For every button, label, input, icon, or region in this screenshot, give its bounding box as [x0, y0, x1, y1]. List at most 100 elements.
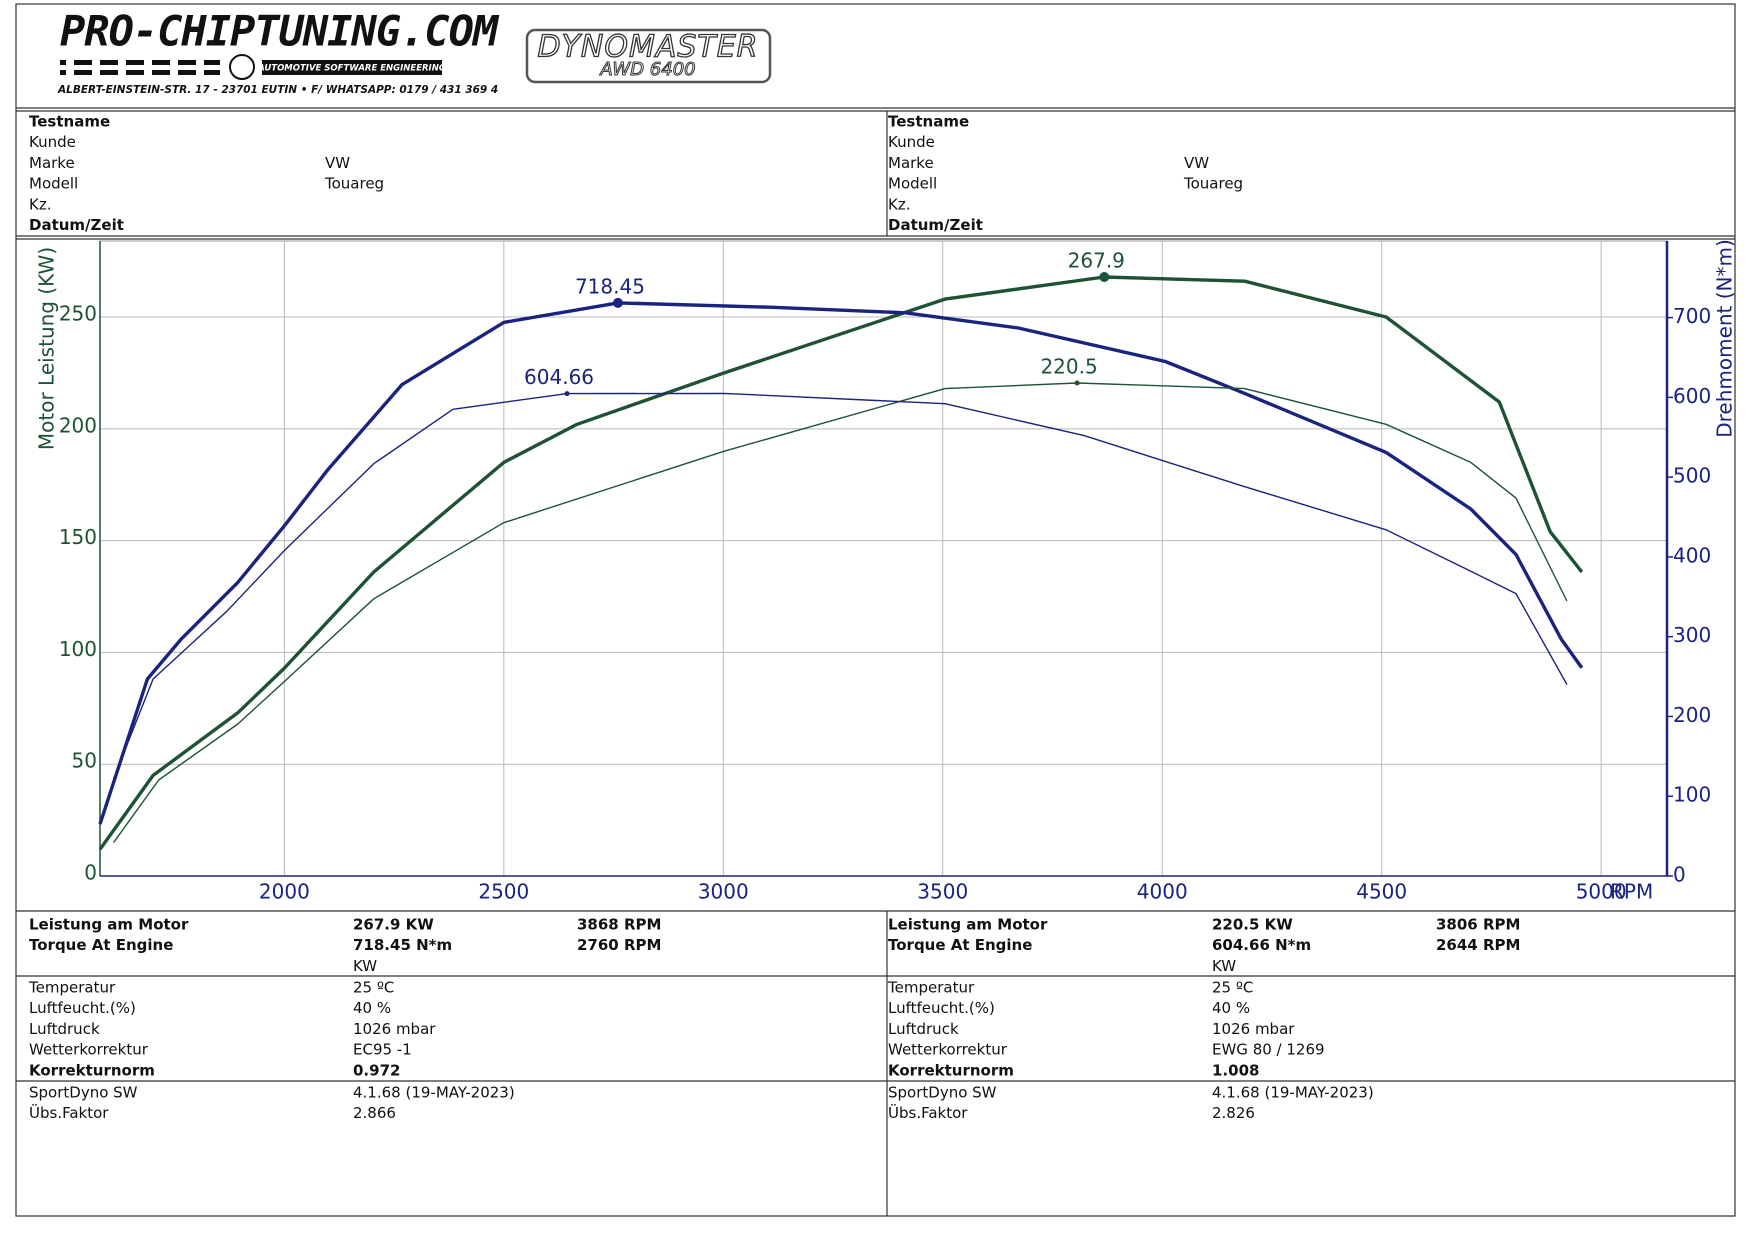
table-cell: Luftdruck	[29, 1020, 100, 1038]
peak-marker	[612, 297, 623, 308]
plot-area	[99, 240, 1668, 877]
table-cell: 25 ºC	[1212, 979, 1253, 997]
table-cell: 25 ºC	[353, 979, 394, 997]
dyno-box	[525, 28, 772, 84]
tagline: AUTOMOTIVE SOFTWARE ENGINEERING	[257, 64, 446, 74]
dyno-name: DYNOMASTER	[537, 30, 758, 65]
brand: PRO-CHIPTUNING.COM	[60, 7, 500, 56]
y2-axis-label: Drehmoment (N*m)	[1713, 239, 1737, 438]
y-axis-label: Motor Leistung (KW)	[35, 247, 59, 450]
y-tick-label: 250	[59, 302, 97, 326]
table-cell: Leistung am Motor	[29, 916, 189, 934]
table-cell: Leistung am Motor	[888, 916, 1048, 934]
table-cell: 3806 RPM	[1436, 916, 1520, 934]
table-cell: 1026 mbar	[353, 1020, 436, 1038]
table-cell: Testname	[888, 113, 969, 131]
table-cell: Testname	[29, 113, 110, 131]
table-cell: Kz.	[29, 195, 51, 213]
y2-tick-label: 300	[1673, 623, 1711, 647]
table-cell: Modell	[29, 175, 78, 193]
table-cell: 40 %	[353, 999, 391, 1017]
table-cell: Luftfeucht.(%)	[29, 999, 136, 1017]
peak-marker	[1099, 271, 1110, 282]
address: ALBERT-EINSTEIN-STR. 17 - 23701 EUTIN • …	[57, 84, 498, 96]
table-cell: 718.45 N*m	[353, 936, 452, 954]
table-cell: 0.972	[353, 1061, 400, 1079]
y2-tick-label: 200	[1673, 703, 1711, 727]
logo: PRO-CHIPTUNING.COM AUTOMOTIVE SOFTWARE E…	[57, 7, 772, 96]
table-cell: Übs.Faktor	[29, 1103, 109, 1122]
peak-marker	[564, 391, 570, 397]
table-cell: Touareg	[324, 175, 384, 193]
peak-label: 220.5	[1040, 354, 1097, 378]
table-cell: 4.1.68 (19-MAY-2023)	[353, 1084, 515, 1102]
y2-tick-label: 500	[1673, 464, 1711, 488]
table-cell: EWG 80 / 1269	[1212, 1041, 1325, 1059]
table-cell: 2.826	[1212, 1104, 1255, 1122]
table-cell: Torque At Engine	[29, 936, 173, 954]
table-cell: Wetterkorrektur	[888, 1041, 1008, 1059]
x-tick-label: 4500	[1356, 880, 1407, 904]
table-cell: VW	[325, 154, 350, 172]
table-cell: Marke	[29, 154, 75, 172]
x-tick-label: 2500	[478, 880, 529, 904]
y-tick-label: 200	[59, 413, 97, 437]
table-cell: Kz.	[888, 195, 910, 213]
table-cell: 220.5 KW	[1212, 916, 1293, 934]
y2-tick-label: 600	[1673, 384, 1711, 408]
x-tick-label: 2000	[259, 880, 310, 904]
table-cell: Korrekturnorm	[29, 1061, 155, 1079]
table-cell: Datum/Zeit	[888, 216, 983, 234]
curve	[98, 301, 1584, 825]
table-cell: 40 %	[1212, 999, 1250, 1017]
table-cell: Temperatur	[887, 979, 975, 997]
table-cell: EC95 -1	[353, 1041, 412, 1059]
table-cell: 1026 mbar	[1212, 1020, 1295, 1038]
table-cell: Modell	[888, 175, 937, 193]
checker-bar	[60, 54, 442, 80]
table-cell: Touareg	[1183, 175, 1243, 193]
table-cell: Übs.Faktor	[888, 1103, 968, 1122]
table-cell: Marke	[888, 154, 934, 172]
table-cell: Temperatur	[28, 979, 116, 997]
table-cell: 2644 RPM	[1436, 936, 1520, 954]
table-cell: 267.9 KW	[353, 916, 434, 934]
table-cell: 2760 RPM	[577, 936, 661, 954]
curve	[98, 275, 1584, 851]
dyno-model: AWD 6400	[599, 59, 695, 80]
peak-label: 718.45	[575, 274, 645, 298]
y-tick-label: 150	[59, 525, 97, 549]
table-cell: KW	[353, 957, 377, 975]
table-cell: 2.866	[353, 1104, 396, 1122]
table-cell: 1.008	[1212, 1061, 1259, 1079]
y2-tick-label: 100	[1673, 783, 1711, 807]
table-cell: Datum/Zeit	[29, 216, 124, 234]
y-tick-label: 100	[59, 637, 97, 661]
x-tick-label: 4000	[1137, 880, 1188, 904]
curve	[113, 382, 1568, 843]
table-cell: 4.1.68 (19-MAY-2023)	[1212, 1084, 1374, 1102]
table-cell: Korrekturnorm	[888, 1061, 1014, 1079]
table-cell: Wetterkorrektur	[29, 1041, 149, 1059]
table-cell: Luftdruck	[888, 1020, 959, 1038]
table-cell: SportDyno SW	[29, 1084, 138, 1102]
y-tick-label: 50	[72, 749, 97, 773]
x-axis-label: RPM	[1610, 880, 1653, 904]
table-cell: Torque At Engine	[888, 936, 1032, 954]
section-lines	[16, 107, 1735, 1216]
x-tick-label: 3000	[698, 880, 749, 904]
table-cell: SportDyno SW	[888, 1084, 997, 1102]
y2-tick-label: 700	[1673, 304, 1711, 328]
table-cell: Kunde	[29, 133, 76, 151]
table-cell: 3868 RPM	[577, 916, 661, 934]
peak-label: 267.9	[1068, 248, 1125, 272]
sheet-frame	[15, 3, 1736, 1217]
table-cell: KW	[1212, 957, 1236, 975]
y2-tick-label: 400	[1673, 543, 1711, 567]
table-cell: VW	[1184, 154, 1209, 172]
table-cell: Kunde	[888, 133, 935, 151]
curve	[112, 392, 1568, 779]
y2-tick-label: 0	[1673, 863, 1686, 887]
peak-marker	[1074, 380, 1080, 386]
